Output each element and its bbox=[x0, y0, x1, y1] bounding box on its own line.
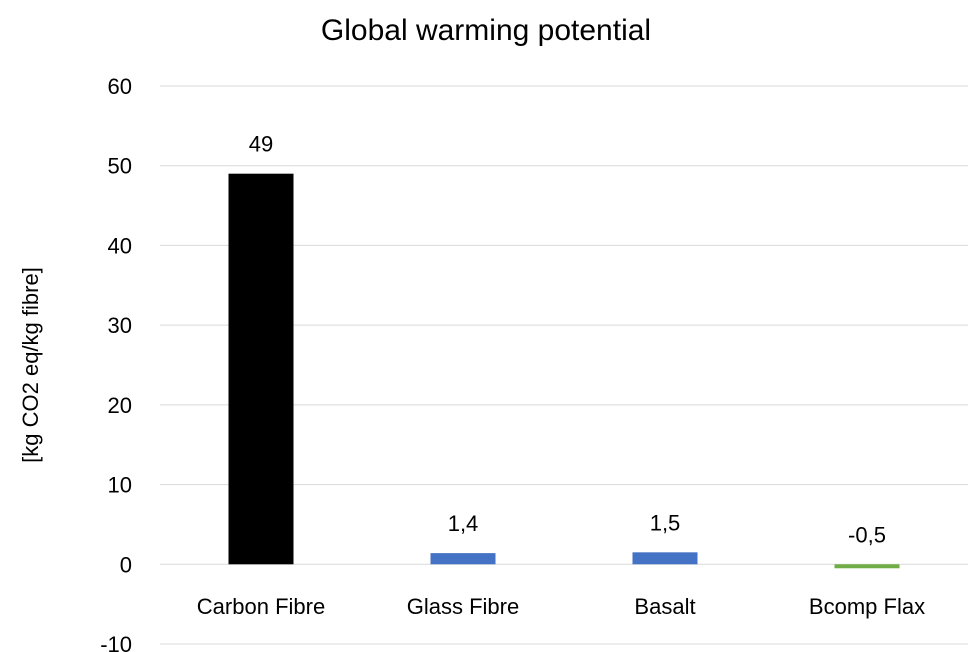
data-labels: 49 1,4 1,5 -0,5 bbox=[249, 132, 886, 548]
y-tick-label: 0 bbox=[120, 552, 132, 577]
data-label: -0,5 bbox=[848, 522, 886, 547]
data-label: 49 bbox=[249, 132, 273, 157]
bar bbox=[834, 564, 900, 569]
gridlines bbox=[160, 85, 968, 645]
y-tick-label: 20 bbox=[108, 393, 132, 418]
data-label: 1,4 bbox=[448, 511, 479, 536]
x-category-label: Basalt bbox=[634, 594, 695, 619]
x-category-label: Carbon Fibre bbox=[197, 594, 325, 619]
y-tick-label: 50 bbox=[108, 154, 132, 179]
x-category-labels: Carbon Fibre Glass Fibre Basalt Bcomp Flax bbox=[197, 594, 925, 619]
y-axis-title: [kg CO2 eq/kg fibre] bbox=[18, 267, 43, 463]
y-tick-label: 10 bbox=[108, 473, 132, 498]
y-tick-labels: 60 50 40 30 20 10 0 -10 bbox=[100, 74, 132, 652]
data-label: 1,5 bbox=[650, 510, 681, 535]
y-tick-label: 60 bbox=[108, 74, 132, 99]
bar bbox=[228, 173, 294, 565]
y-tick-label: 30 bbox=[108, 313, 132, 338]
bar bbox=[430, 553, 496, 565]
x-category-label: Glass Fibre bbox=[407, 594, 519, 619]
x-category-label: Bcomp Flax bbox=[809, 594, 925, 619]
chart-title: Global warming potential bbox=[321, 14, 651, 47]
y-tick-label: 40 bbox=[108, 233, 132, 258]
bar bbox=[632, 552, 698, 565]
bars bbox=[228, 173, 900, 569]
y-tick-label: -10 bbox=[100, 632, 132, 652]
